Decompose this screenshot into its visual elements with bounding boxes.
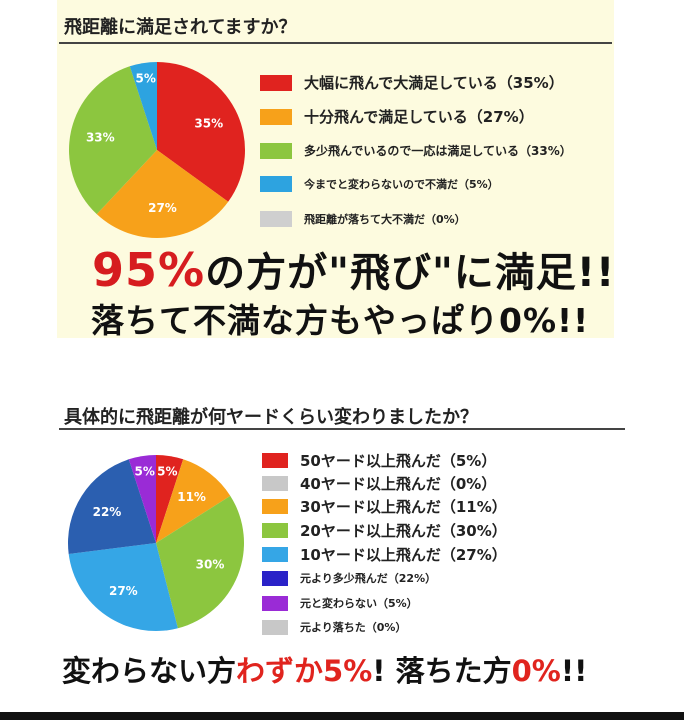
pie2-slice-3 bbox=[156, 495, 245, 629]
pie2-slice-label-2: 11% bbox=[177, 490, 206, 504]
legend1-item-2: 多少飛んでいるので一応は満足している（33%） bbox=[260, 142, 572, 159]
legend2-swatch-3 bbox=[262, 523, 288, 538]
yardage-legend: 50ヤード以上飛んだ（5%） 40ヤード以上飛んだ（0%） 30ヤード以上飛んだ（1… bbox=[262, 0, 622, 640]
legend2-item-1: 40ヤード以上飛んだ（0%） bbox=[262, 473, 496, 494]
pie1-slice-label-2: 33% bbox=[86, 130, 115, 144]
pie2-slice-2 bbox=[156, 459, 231, 543]
legend2-label-3: 20ヤード以上飛んだ（30%） bbox=[300, 522, 507, 540]
legend1-item-0: 大幅に飛んで大満足している（35%） bbox=[260, 72, 564, 93]
pie1-slice-label-1: 27% bbox=[148, 201, 177, 215]
footer-part-c: ! 落ちた方 bbox=[372, 654, 512, 688]
section1-divider bbox=[59, 42, 612, 44]
pie2-slice-label-3: 30% bbox=[196, 557, 225, 571]
footer-part-a: 変わらない方 bbox=[62, 654, 237, 688]
legend1-item-3: 今までと変わらないので不満だ（5%） bbox=[260, 176, 499, 192]
footer-part-b: わずか5% bbox=[236, 654, 373, 688]
legend2-label-6: 元と変わらない（5%） bbox=[300, 597, 418, 610]
pie1-slice-label-0: 35% bbox=[194, 117, 223, 131]
satisfaction-legend: 大幅に飛んで大満足している（35%） 十分飛んで満足している（27%） 多少飛んでい… bbox=[260, 0, 620, 240]
legend2-label-1: 40ヤード以上飛んだ（0%） bbox=[300, 475, 497, 493]
legend1-swatch-4 bbox=[260, 211, 292, 227]
legend1-swatch-2 bbox=[260, 142, 292, 159]
section2-title: 具体的に飛距離が何ヤードくらい変わりましたか？ bbox=[64, 407, 478, 428]
legend2-item-2: 30ヤード以上飛んだ（11%） bbox=[262, 496, 507, 517]
legend1-label-1: 十分飛んで満足している（27%） bbox=[304, 108, 534, 126]
legend1-item-1: 十分飛んで満足している（27%） bbox=[260, 106, 534, 127]
pie1-slice-label-3: 5% bbox=[136, 72, 156, 86]
yardage-pie-chart: 5%11%30%27%22%5% bbox=[68, 455, 245, 631]
pie1-slice-1 bbox=[96, 150, 229, 238]
satisfaction-pie-chart: 35% 27% 33% 5% bbox=[68, 62, 245, 238]
pie1-slice-3 bbox=[129, 62, 157, 150]
legend2-swatch-6 bbox=[262, 595, 288, 611]
pie2-slice-5 bbox=[68, 459, 156, 555]
legend1-item-4: 飛距離が落ちて大不満だ（0%） bbox=[260, 211, 466, 227]
legend1-swatch-1 bbox=[260, 108, 292, 125]
legend2-label-2: 30ヤード以上飛んだ（11%） bbox=[300, 498, 507, 516]
pie2-slice-label-5: 22% bbox=[93, 505, 122, 519]
bottom-border bbox=[0, 712, 684, 720]
legend2-item-7: 元より落ちた（0%） bbox=[262, 619, 406, 635]
legend1-swatch-3 bbox=[260, 176, 292, 192]
section2-divider bbox=[59, 428, 625, 430]
legend2-item-4: 10ヤード以上飛んだ（27%） bbox=[262, 544, 507, 565]
legend1-label-3: 今までと変わらないので不満だ（5%） bbox=[304, 178, 499, 191]
legend2-swatch-5 bbox=[262, 570, 288, 586]
headline-zero-percent: 落ちて不満な方もやっぱり0%!! bbox=[91, 301, 590, 340]
legend2-label-0: 50ヤード以上飛んだ（5%） bbox=[300, 452, 497, 470]
pie1-slice-0 bbox=[157, 62, 245, 202]
legend1-label-4: 飛距離が落ちて大不満だ（0%） bbox=[304, 213, 466, 226]
legend2-label-4: 10ヤード以上飛んだ（27%） bbox=[300, 546, 507, 564]
legend2-item-5: 元より多少飛んだ（22%） bbox=[262, 570, 436, 586]
footer-part-e: !! bbox=[560, 654, 588, 688]
pie2-slice-0 bbox=[156, 455, 184, 543]
legend2-swatch-0 bbox=[262, 453, 288, 468]
footer-headline: 変わらない方わずか5%! 落ちた方0%!! bbox=[62, 648, 587, 690]
pie2-slice-4 bbox=[68, 543, 178, 631]
pie2-slice-label-0: 5% bbox=[157, 465, 177, 479]
headline-rest: の方が"飛び"に満足!! bbox=[205, 250, 616, 296]
legend2-label-5: 元より多少飛んだ（22%） bbox=[300, 572, 437, 585]
headline-95-percent: 95%の方が"飛び"に満足!! bbox=[92, 240, 615, 298]
legend1-label-0: 大幅に飛んで大満足している（35%） bbox=[304, 74, 564, 92]
pie2-slice-label-6: 5% bbox=[135, 465, 155, 479]
legend2-swatch-7 bbox=[262, 619, 288, 635]
legend2-label-7: 元より落ちた（0%） bbox=[300, 621, 407, 634]
legend2-swatch-4 bbox=[262, 547, 288, 562]
legend1-swatch-0 bbox=[260, 74, 292, 91]
legend2-swatch-1 bbox=[262, 476, 288, 491]
legend2-item-6: 元と変わらない（5%） bbox=[262, 595, 418, 611]
pie2-slice-label-4: 27% bbox=[109, 584, 138, 598]
headline-big-number: 95% bbox=[92, 243, 206, 297]
legend2-swatch-2 bbox=[262, 499, 288, 514]
footer-part-d: 0% bbox=[511, 654, 561, 688]
pie2-slice-6 bbox=[128, 455, 156, 543]
legend2-item-3: 20ヤード以上飛んだ（30%） bbox=[262, 520, 507, 541]
legend2-item-0: 50ヤード以上飛んだ（5%） bbox=[262, 450, 496, 471]
section1-title: 飛距離に満足されてますか？ bbox=[64, 17, 297, 38]
pie1-slice-2 bbox=[68, 66, 157, 215]
legend1-label-2: 多少飛んでいるので一応は満足している（33%） bbox=[304, 144, 572, 158]
